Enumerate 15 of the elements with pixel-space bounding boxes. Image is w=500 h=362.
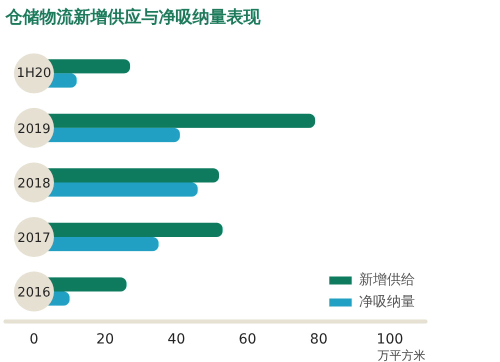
chart-title: 仓储物流新增供应与净吸纳量表现 xyxy=(4,8,262,28)
legend-label: 净吸纳量 xyxy=(359,293,415,311)
x-tick-label: 60 xyxy=(238,332,256,348)
x-tick-label: 40 xyxy=(167,332,186,348)
y-tick-label: 2017 xyxy=(17,230,51,246)
x-tick-label: 20 xyxy=(96,332,114,348)
y-tick-label: 2019 xyxy=(17,122,51,137)
y-tick-label: 2016 xyxy=(17,286,51,301)
x-tick-label: 0 xyxy=(30,332,38,348)
legend-label: 新增供给 xyxy=(359,271,415,289)
x-tick-label: 100 xyxy=(376,332,404,348)
x-axis-title: 万平方米 xyxy=(378,348,426,362)
x-tick-label: 80 xyxy=(310,332,328,348)
y-tick-label: 1H20 xyxy=(16,66,52,81)
y-tick-label: 2018 xyxy=(17,176,51,192)
